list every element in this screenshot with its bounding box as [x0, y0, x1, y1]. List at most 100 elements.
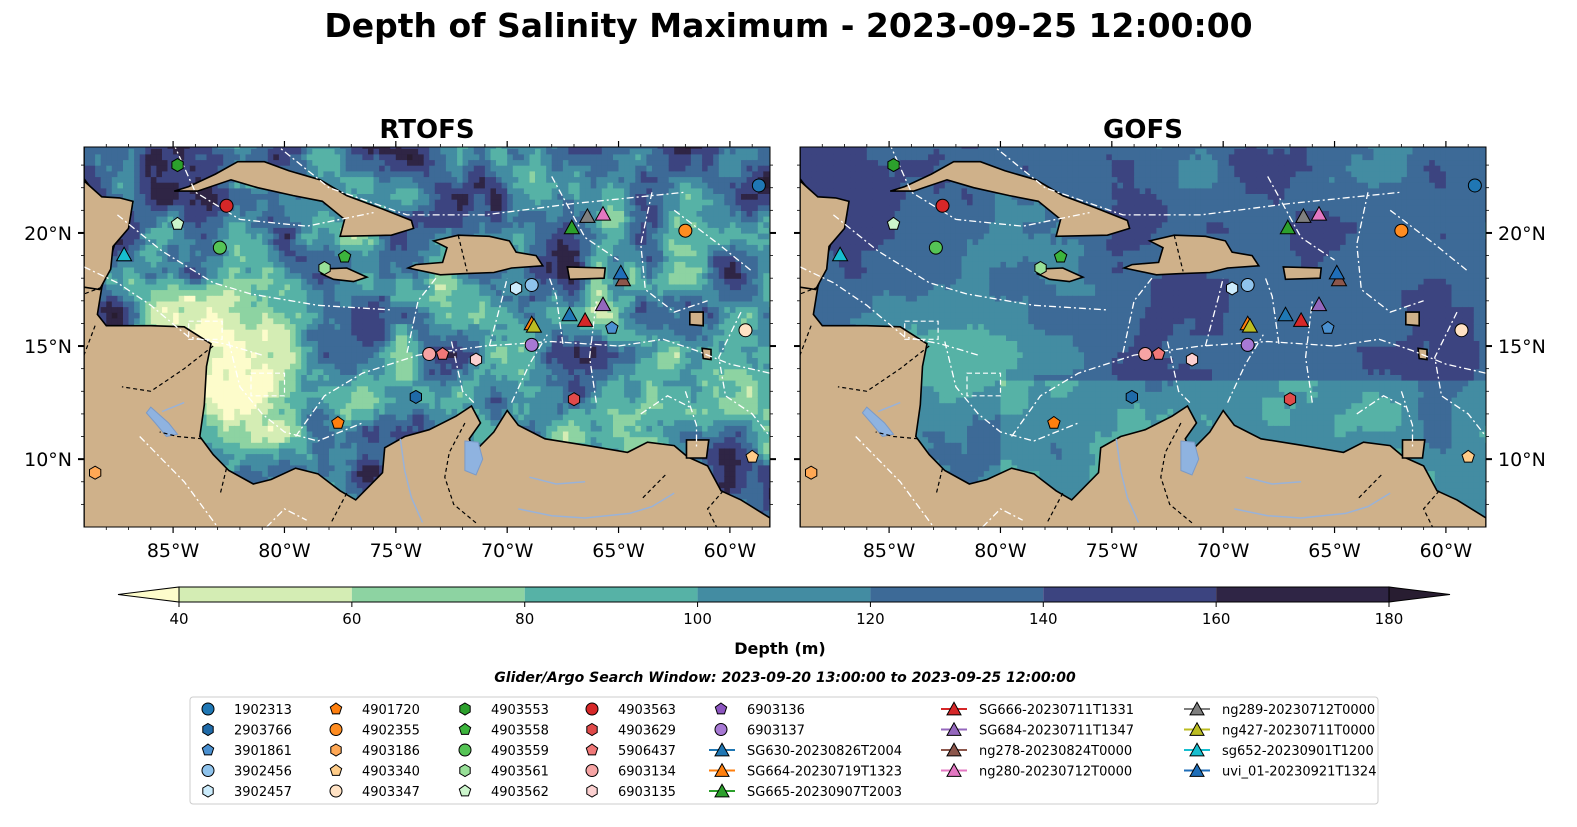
- eez-line: [228, 341, 363, 442]
- legend-marker-3901861: [201, 743, 215, 756]
- legend-label: ng427-20230711T0000: [1222, 724, 1375, 739]
- eez-line: [640, 192, 708, 313]
- eez-line: [832, 214, 1108, 311]
- argo-marker-4903559: [928, 240, 943, 255]
- eez-line: [488, 278, 508, 347]
- argo-marker-4903629: [567, 392, 581, 407]
- legend-label: 4902355: [362, 724, 420, 739]
- legend-label: 4903347: [362, 785, 420, 800]
- eez-line: [295, 340, 619, 437]
- argo-marker-5906437: [1151, 346, 1166, 360]
- country-border: [1422, 490, 1440, 527]
- legend-marker-1902313: [201, 702, 215, 716]
- eez-line: [993, 147, 1402, 216]
- argo-marker-4903553: [171, 158, 184, 173]
- legend-label: 4903561: [491, 765, 549, 780]
- colorbar-tick-label: 180: [1375, 610, 1404, 628]
- legend-marker-SG666-20230711T1331: [946, 701, 962, 716]
- land-hispaniola: [1121, 234, 1261, 276]
- glider-marker-SG666-20230711T1331: [576, 311, 594, 327]
- argo-marker-4903186: [89, 465, 102, 480]
- argo-marker-6903135: [1185, 352, 1199, 367]
- land-centralAmerica: [84, 147, 770, 527]
- map-content: [800, 147, 1486, 527]
- x-tick-label: 85°W: [147, 540, 200, 562]
- legend-label: SG630-20230826T2004: [747, 744, 902, 759]
- panel-title: GOFS: [1103, 115, 1183, 145]
- legend-marker-4901720: [329, 702, 343, 715]
- colorbar-segment: [179, 587, 352, 602]
- y-tick-label: 15°N: [24, 336, 72, 358]
- eez-line: [551, 176, 619, 261]
- legend-marker-4903186: [330, 743, 342, 757]
- colorbar-segment: [1216, 587, 1389, 602]
- lake-nicaragua: [861, 406, 895, 438]
- legend-marker-SG630-20230826T2004: [714, 742, 730, 757]
- glider-marker-uvi_01-20230921T1324: [612, 264, 630, 280]
- land-martinique: [701, 347, 712, 361]
- colorbar-segment: [870, 587, 1044, 602]
- argo-marker-6903134: [422, 346, 437, 361]
- observation-markers: [89, 158, 766, 480]
- country-border: [1160, 422, 1195, 526]
- land-cuba: [889, 160, 1131, 238]
- x-tick-label: 65°W: [592, 540, 645, 562]
- argo-marker-4903562: [170, 216, 185, 230]
- river: [1115, 438, 1140, 523]
- legend-label: 5906437: [618, 744, 676, 759]
- legend-label: 4903562: [491, 785, 549, 800]
- colorbar-tick-label: 80: [515, 610, 534, 628]
- eez-line: [1304, 300, 1313, 403]
- glider-marker-sg652-20230901T1200: [831, 246, 849, 262]
- colorbar: 40 60 80 100 120 140 160 180: [117, 586, 1451, 628]
- river: [518, 492, 675, 519]
- argo-marker-4903559: [212, 240, 227, 255]
- eez-line: [511, 334, 548, 403]
- map-panel-rtofs: RTOFS 85°W 80°W 75°W 70°W 65°W 60°W 20°N 15°N 10°…: [24, 115, 776, 562]
- y-tick-label: 20°N: [1498, 223, 1546, 245]
- legend-marker-3902457: [202, 784, 214, 798]
- legend-marker-SG684-20230711T1347: [946, 721, 962, 736]
- argo-marker-1902313: [1467, 178, 1482, 193]
- colorbar-tick-label: 140: [1029, 610, 1058, 628]
- legend-label: 4903340: [362, 765, 420, 780]
- colorbar-tick-label: 100: [683, 610, 712, 628]
- country-border: [84, 325, 96, 356]
- glider-marker-SG684-20230711T1347: [1310, 296, 1328, 312]
- argo-marker-4903340: [1461, 449, 1475, 463]
- figure-title: Depth of Salinity Maximum - 2023-09-25 1…: [324, 6, 1253, 45]
- eez-boundaries: [800, 147, 1486, 527]
- glider-marker-SG630-20230826T2004: [1277, 306, 1294, 322]
- panel-frame: [83, 146, 771, 528]
- lake-nicaragua: [145, 406, 179, 438]
- argo-marker-3901861: [605, 320, 619, 334]
- country-border: [121, 345, 214, 392]
- legend-label: 6903137: [747, 724, 805, 739]
- river: [877, 401, 901, 413]
- country-border: [837, 345, 930, 392]
- land-centralAmerica: [800, 147, 1486, 527]
- eez-line: [588, 300, 597, 403]
- glider-marker-ng280-20230712T0000: [594, 205, 612, 221]
- legend-marker-4903559: [458, 743, 472, 757]
- river: [399, 438, 424, 523]
- country-border: [800, 286, 819, 295]
- eez-line: [116, 214, 392, 311]
- legend-marker-4903563: [585, 702, 599, 716]
- eez-line: [277, 147, 686, 216]
- land-yucatanTop: [800, 179, 850, 291]
- legend-marker-6903134: [585, 764, 599, 777]
- colorbar-segment: [1043, 587, 1217, 602]
- x-tick-label: 70°W: [1197, 540, 1250, 562]
- argo-marker-4903553: [887, 158, 900, 173]
- legend-marker-6903137: [714, 723, 728, 736]
- glider-marker-ng289-20230712T0000: [579, 207, 596, 223]
- colorbar-tick-label: 160: [1202, 610, 1231, 628]
- eez-line: [1389, 209, 1469, 272]
- search-window-subtitle: Glider/Argo Search Window: 2023-09-20 13…: [494, 670, 1076, 686]
- x-tick-label: 75°W: [370, 540, 423, 562]
- colorbar-extend-high: [1388, 586, 1451, 603]
- y-tick-label: 10°N: [24, 449, 72, 471]
- legend-label: 3901861: [234, 744, 292, 759]
